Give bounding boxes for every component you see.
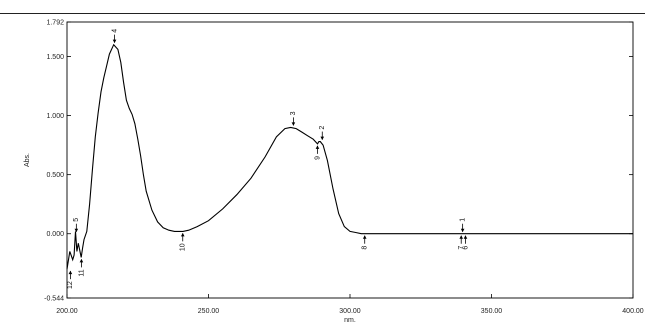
peak-arrow-head (320, 136, 325, 141)
peak-label: 8 (362, 246, 369, 250)
peak-label: 11 (78, 269, 85, 276)
y-axis: -0.544 0.000 0.500 1.000 1.500 1.792 (44, 20, 633, 303)
peak-label: 10 (180, 243, 187, 251)
x-axis-label: nm. (344, 317, 356, 324)
peak-label: 9 (314, 156, 321, 160)
peak-label: 1 (459, 218, 466, 222)
peak-label: 2 (319, 126, 326, 130)
peak-label: 6 (462, 246, 469, 250)
peak-arrow-head (315, 145, 320, 149)
plot-area-frame (66, 21, 634, 299)
peak-arrow-head (463, 235, 468, 239)
peak-marker-10: 10 (180, 232, 187, 251)
y-tick-label: 0.500 (46, 172, 64, 179)
peak-marker-11: 11 (78, 258, 85, 277)
peak-arrow-head (68, 270, 73, 275)
peak-arrow-head (362, 235, 367, 239)
x-tick-label: 200.00 (56, 308, 78, 315)
peak-label: 5 (73, 218, 80, 222)
y-axis-label: Abs. (24, 153, 31, 167)
peak-marker-8: 8 (362, 235, 369, 250)
peak-marker-5: 5 (73, 218, 80, 233)
peak-arrow-head (79, 258, 84, 263)
peak-arrow-head (74, 228, 79, 233)
peak-label: 7 (458, 246, 465, 250)
peak-label: 4 (111, 29, 118, 33)
x-tick-label: 350.00 (481, 308, 503, 315)
peak-arrow-head (460, 228, 465, 233)
peak-marker-3: 3 (290, 111, 297, 126)
window-top-border (0, 13, 645, 14)
peak-marker-12: 12 (67, 270, 74, 289)
peak-label: 12 (67, 281, 74, 289)
peak-arrow-head (291, 122, 296, 126)
spectrum-line (66, 43, 633, 270)
peak-label: 3 (290, 111, 297, 115)
y-tick-label: 1.500 (46, 54, 64, 61)
peak-arrow-head (180, 232, 185, 237)
y-tick-label: 1.792 (46, 20, 64, 27)
x-tick-label: 250.00 (198, 308, 220, 315)
x-tick-label: 400.00 (622, 308, 644, 315)
peak-marker-1: 1 (459, 218, 466, 233)
peak-marker-6: 6 (462, 235, 469, 250)
y-tick-label: 1.000 (46, 113, 64, 120)
peak-arrow-head (112, 39, 117, 44)
y-tick-label: 0.000 (46, 231, 64, 238)
peak-marker-7: 7 (458, 235, 465, 250)
x-tick-label: 300.00 (339, 308, 361, 315)
x-axis: 200.00 250.00 300.00 350.00 400.00 (56, 294, 644, 315)
peak-marker-9: 9 (314, 145, 321, 160)
y-tick-label: -0.544 (44, 296, 64, 303)
peak-marker-4: 4 (111, 29, 118, 44)
peak-marker-2: 2 (319, 126, 326, 141)
peak-arrow-head (459, 235, 464, 239)
